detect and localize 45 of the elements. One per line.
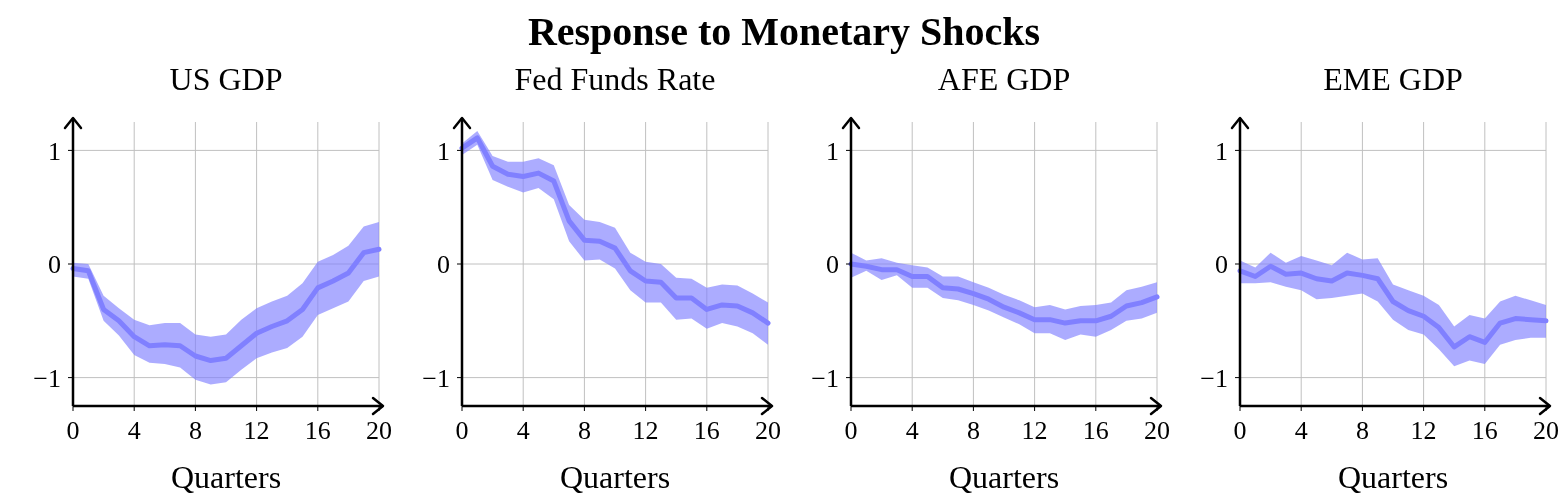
x-axis-title: Quarters [948,459,1060,495]
x-tick-label: 4 [1294,416,1308,445]
x-tick-label: 4 [905,416,919,445]
chart-title: Fed Funds Rate [514,61,716,97]
x-tick-label: 16 [1082,416,1109,445]
x-tick-label: 12 [632,416,659,445]
x-tick-label: 16 [693,416,720,445]
x-tick-label: 12 [1410,416,1437,445]
x-tick-label: 12 [243,416,270,445]
y-tick-label: 1 [1215,136,1228,166]
text: Response to Monetary Shocks [527,9,1041,54]
chart-title: EME GDP [1323,61,1463,97]
x-tick-label: 8 [188,416,202,445]
x-tick-label: 12 [1021,416,1048,445]
y-tick-label: −1 [1200,363,1228,393]
y-tick-label: 1 [48,136,61,166]
x-tick-label: 20 [755,416,781,445]
x-tick-label: 16 [1471,416,1498,445]
x-axis-title: Quarters [1337,459,1449,495]
y-tick-label: 1 [826,136,839,166]
y-tick-label: 0 [1215,250,1228,280]
y-tick-label: 1 [437,136,450,166]
x-tick-label: 0 [66,416,80,445]
x-tick-label: 8 [577,416,591,445]
y-tick-label: −1 [811,363,839,393]
chart-title: US GDP [169,61,283,97]
x-tick-label: 8 [966,416,980,445]
x-tick-label: 20 [1533,416,1559,445]
x-tick-label: 20 [1144,416,1170,445]
y-tick-label: 0 [48,250,61,280]
y-tick-label: 0 [826,250,839,280]
x-axis-title: Quarters [559,459,671,495]
x-tick-label: 8 [1355,416,1369,445]
x-axis-title: Quarters [170,459,282,495]
x-tick-label: 20 [366,416,392,445]
chart-title: AFE GDP [937,61,1071,97]
x-tick-label: 0 [1233,416,1247,445]
x-tick-label: 4 [516,416,530,445]
y-tick-label: −1 [422,363,450,393]
x-tick-label: 16 [304,416,331,445]
y-tick-label: 0 [437,250,450,280]
y-tick-label: −1 [33,363,61,393]
x-tick-label: 0 [455,416,469,445]
x-tick-label: 0 [844,416,858,445]
x-tick-label: 4 [127,416,141,445]
